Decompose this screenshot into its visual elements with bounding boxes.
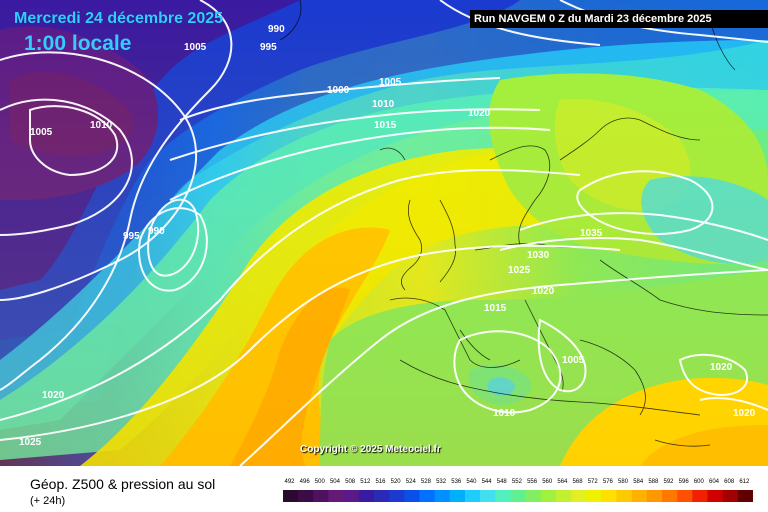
scale-label-520: 520	[390, 479, 401, 485]
isobar-label-1020-turkey: 1020	[710, 362, 733, 373]
scale-swatch-504	[328, 490, 345, 502]
scale-swatch-500	[313, 490, 329, 502]
scale-swatch-568	[571, 490, 587, 502]
scale-label-568: 568	[572, 479, 583, 485]
scale-label-560: 560	[542, 479, 553, 485]
isobar-label-1020-norway: 1020	[468, 108, 491, 119]
scale-label-492: 492	[284, 479, 295, 485]
scale-swatch-556	[525, 490, 542, 502]
isobar-label-990-low: 990	[148, 226, 165, 237]
isobar-label-990-north: 990	[268, 24, 285, 35]
scale-label-536: 536	[451, 479, 462, 485]
isobar-label-1005-atlantic: 1005	[379, 77, 402, 88]
scale-label-588: 588	[648, 479, 659, 485]
scale-swatch-592	[662, 490, 678, 502]
copyright-notice: Copyright © 2025 Meteociel.fr	[300, 444, 441, 455]
scale-swatch-516	[373, 490, 390, 502]
color-scale-bar	[283, 490, 753, 502]
isobar-label-1005-north: 1005	[184, 42, 207, 53]
legend-footer: Géop. Z500 & pression au sol (+ 24h) 492…	[0, 466, 768, 512]
scale-swatch-588	[646, 490, 663, 502]
scale-label-548: 548	[496, 479, 507, 485]
scale-swatch-548	[495, 490, 511, 502]
scale-label-540: 540	[466, 479, 477, 485]
isobar-label-1010-atlantic: 1010	[372, 99, 395, 110]
scale-swatch-564	[555, 490, 572, 502]
isobar-label-1020-west: 1020	[42, 390, 65, 401]
scale-label-524: 524	[405, 479, 416, 485]
scale-swatch-604	[707, 490, 724, 502]
forecast-local-time: 1:00 locale	[24, 32, 132, 55]
scale-label-512: 512	[360, 479, 371, 485]
scale-label-612: 612	[739, 479, 750, 485]
isobar-label-1005-greenland: 1005	[30, 127, 53, 138]
scale-label-596: 596	[678, 479, 689, 485]
isobar-label-1010-greenland: 1010	[90, 120, 113, 131]
scale-label-564: 564	[557, 479, 568, 485]
scale-swatch-612	[737, 490, 753, 502]
scale-swatch-596	[677, 490, 693, 502]
scale-swatch-532	[434, 490, 451, 502]
scale-swatch-492	[283, 490, 299, 502]
isobar-label-1010-africa: 1010	[493, 408, 516, 419]
isobar-label-1020-east: 1020	[733, 408, 756, 419]
scale-label-544: 544	[481, 479, 492, 485]
scale-swatch-512	[358, 490, 375, 502]
color-scale-labels: 492 496 500 504 508 512 516 520 524 528 532 536 540 5…	[283, 479, 753, 489]
scale-label-584: 584	[633, 479, 644, 485]
map-title: Géop. Z500 & pression au sol	[30, 476, 216, 492]
scale-swatch-544	[480, 490, 496, 502]
scale-label-572: 572	[587, 479, 598, 485]
scale-label-552: 552	[511, 479, 522, 485]
scale-swatch-560	[540, 490, 557, 502]
scale-label-504: 504	[329, 479, 340, 485]
scale-swatch-576	[601, 490, 618, 502]
scale-label-600: 600	[693, 479, 704, 485]
isobar-label-1020-alps: 1020	[532, 286, 555, 297]
scale-swatch-580	[616, 490, 633, 502]
isobar-label-995-low: 995	[123, 231, 140, 242]
scale-swatch-540	[464, 490, 481, 502]
scale-label-532: 532	[436, 479, 447, 485]
scale-swatch-524	[404, 490, 420, 502]
scale-label-516: 516	[375, 479, 386, 485]
scale-label-604: 604	[709, 479, 720, 485]
scale-swatch-608	[722, 490, 739, 502]
scale-swatch-528	[419, 490, 436, 502]
scale-label-556: 556	[527, 479, 538, 485]
isobar-label-1025-france: 1025	[508, 265, 531, 276]
scale-swatch-536	[449, 490, 466, 502]
isobar-label-1035-baltic: 1035	[580, 228, 603, 239]
scale-label-508: 508	[345, 479, 356, 485]
scale-label-592: 592	[663, 479, 674, 485]
scale-label-500: 500	[314, 479, 325, 485]
scale-label-608: 608	[724, 479, 735, 485]
scale-label-528: 528	[420, 479, 431, 485]
isobar-label-1030-germany: 1030	[527, 250, 550, 261]
isobar-label-1015-biscay: 1015	[484, 303, 507, 314]
isobar-label-1000-atlantic: 1000	[327, 85, 350, 96]
scale-label-496: 496	[299, 479, 310, 485]
scale-swatch-572	[586, 490, 602, 502]
model-run-label: Run NAVGEM 0 Z du Mardi 23 décembre 2025	[470, 10, 768, 28]
forecast-lead-time: (+ 24h)	[30, 495, 66, 507]
isobar-label-995-north: 995	[260, 42, 277, 53]
scale-label-580: 580	[618, 479, 629, 485]
scale-label-576: 576	[602, 479, 613, 485]
scale-swatch-600	[692, 490, 709, 502]
isobar-label-1025-west: 1025	[19, 437, 42, 448]
isobar-label-1005-italy: 1005	[562, 355, 585, 366]
scale-swatch-584	[631, 490, 648, 502]
scale-swatch-552	[510, 490, 527, 502]
forecast-date: Mercredi 24 décembre 2025	[14, 10, 224, 27]
scale-swatch-508	[343, 490, 360, 502]
scale-swatch-496	[298, 490, 314, 502]
weather-map: 990 995 1005 1005 1010 1000 1005 1010 1015 1020 99…	[0, 0, 768, 466]
isobar-label-1015-atlantic: 1015	[374, 120, 397, 131]
scale-swatch-520	[389, 490, 405, 502]
